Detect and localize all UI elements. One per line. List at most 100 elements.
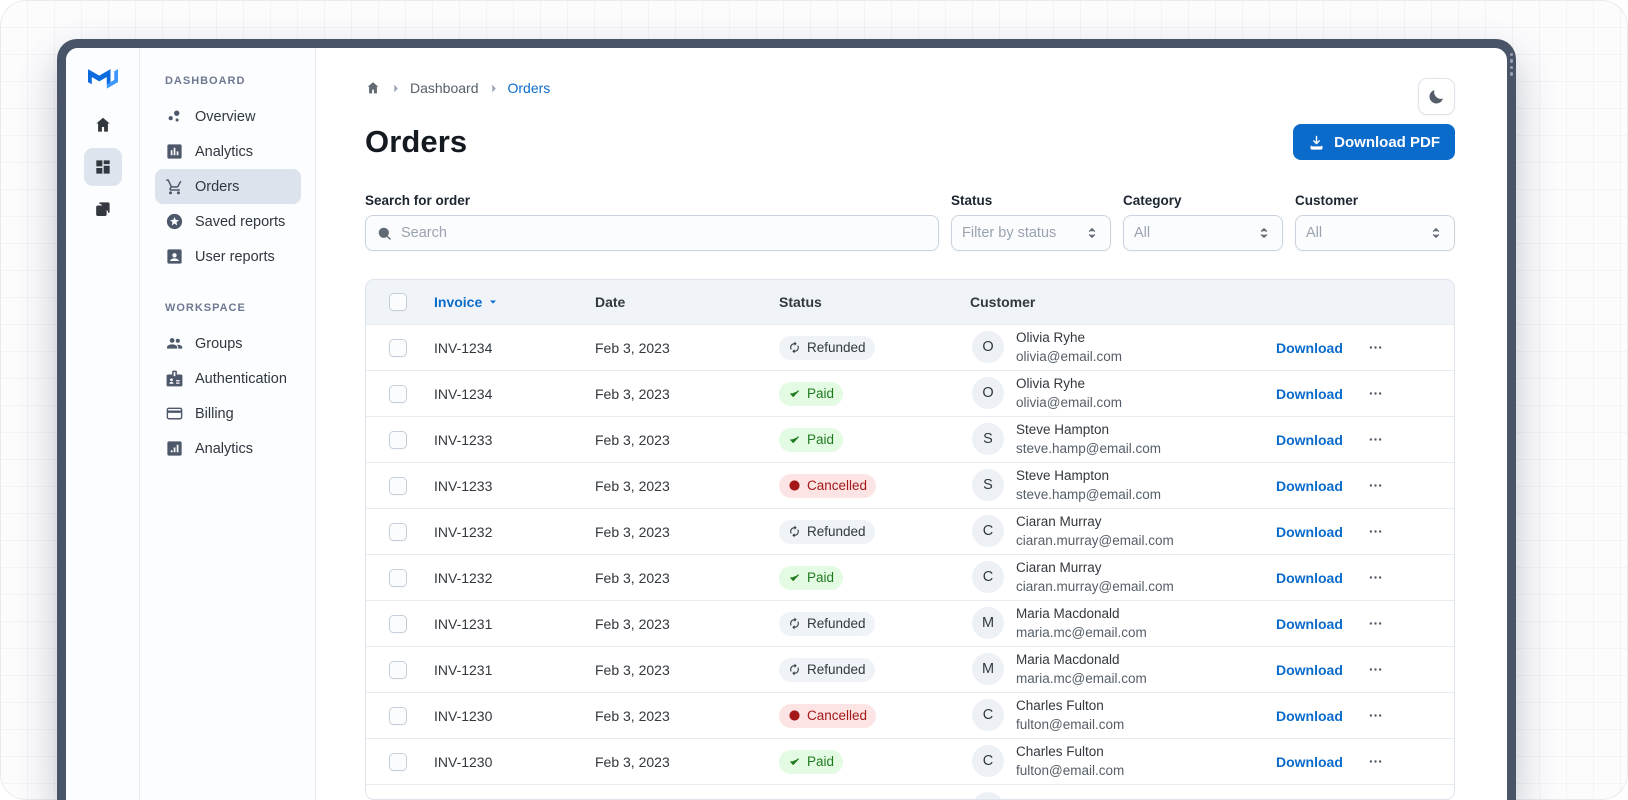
badge-icon <box>165 369 184 388</box>
row-checkbox[interactable] <box>389 476 407 495</box>
app-window: DASHBOARD Overview Analytics Orders Saved re… <box>57 39 1516 800</box>
download-link[interactable]: Download <box>1276 707 1343 724</box>
rail-home-button[interactable] <box>84 106 122 144</box>
customer-name: Maria Macdonald <box>1016 651 1120 667</box>
search-label: Search for order <box>365 193 471 208</box>
customer-name: Olivia Ryhe <box>1016 375 1086 391</box>
category-select[interactable]: All <box>1123 215 1283 251</box>
breadcrumb-home[interactable] <box>365 80 381 96</box>
row-checkbox[interactable] <box>389 384 407 403</box>
download-link[interactable]: Download <box>1276 431 1343 448</box>
sidebar-item-billing[interactable]: Billing <box>155 396 301 431</box>
select-value: All <box>1134 225 1151 241</box>
row-menu-button[interactable] <box>1365 659 1386 680</box>
invoice-header-label: Invoice <box>434 294 483 310</box>
row-checkbox[interactable] <box>389 660 407 679</box>
search-box <box>365 215 939 251</box>
row-menu-button[interactable] <box>1365 337 1386 358</box>
moon-icon <box>1427 87 1446 106</box>
unfold-icon <box>1428 225 1444 241</box>
download-link[interactable]: Download <box>1276 477 1343 494</box>
invoice-cell: INV-1230 <box>434 753 493 770</box>
home-icon <box>365 80 381 96</box>
row-checkbox[interactable] <box>389 706 407 725</box>
row-checkbox[interactable] <box>389 338 407 357</box>
row-checkbox[interactable] <box>389 522 407 541</box>
sidebar-item-label: Overview <box>195 108 256 125</box>
invoice-cell: INV-1230 <box>434 707 493 724</box>
status-select[interactable]: Filter by status <box>951 215 1111 251</box>
row-checkbox[interactable] <box>389 614 407 633</box>
row-checkbox[interactable] <box>389 568 407 587</box>
status-chip-refunded: Refunded <box>779 657 875 682</box>
download-link[interactable]: Download <box>1276 661 1343 678</box>
sidebar-item-groups[interactable]: Groups <box>155 326 301 361</box>
credit-card-icon <box>165 404 184 423</box>
date-cell: Feb 3, 2023 <box>595 661 670 678</box>
sort-arrow-icon <box>485 294 501 310</box>
status-chip-refunded: Refunded <box>779 335 875 360</box>
sidebar-item-orders[interactable]: Orders <box>155 169 301 204</box>
row-menu-button[interactable] <box>1365 383 1386 404</box>
customer-select[interactable]: All <box>1295 215 1455 251</box>
unfold-icon <box>1256 225 1272 241</box>
avatar: S <box>972 469 1004 502</box>
status-chip-refunded: Refunded <box>779 519 875 544</box>
sidebar-item-overview[interactable]: Overview <box>155 99 301 134</box>
download-link[interactable]: Download <box>1276 339 1343 356</box>
download-link[interactable]: Download <box>1276 385 1343 402</box>
assessment-icon <box>165 142 184 161</box>
row-checkbox[interactable] <box>389 430 407 449</box>
orders-table: Invoice Date Status Customer INV-1234 Feb… <box>365 279 1455 800</box>
sidebar-item-analytics[interactable]: Analytics <box>155 431 301 466</box>
customer-name: Steve Hampton <box>1016 421 1110 437</box>
download-link[interactable]: Download <box>1276 615 1343 632</box>
row-menu-button[interactable] <box>1365 751 1386 772</box>
theme-toggle-button[interactable] <box>1418 78 1455 115</box>
avatar: O <box>972 377 1004 410</box>
column-header-invoice[interactable]: Invoice <box>430 294 591 310</box>
rail-dashboard-button[interactable] <box>83 148 122 186</box>
table-row: INV-1233 Feb 3, 2023 Cancelled S Steve Hampt… <box>366 462 1454 508</box>
check-icon <box>788 571 801 584</box>
row-menu-button[interactable] <box>1365 475 1386 496</box>
autorenew-icon <box>788 617 801 630</box>
window-scrollbar[interactable] <box>1509 53 1514 76</box>
user-card-icon <box>165 247 184 266</box>
filter-label: Status <box>951 193 993 208</box>
row-menu-button[interactable] <box>1365 429 1386 450</box>
sidebar-item-analytics[interactable]: Analytics <box>155 134 301 169</box>
date-cell: Feb 3, 2023 <box>595 707 670 724</box>
row-menu-button[interactable] <box>1365 705 1386 726</box>
star-circle-icon <box>165 212 184 231</box>
customer-email: ciaran.murray@email.com <box>1016 579 1174 595</box>
date-cell: Feb 3, 2023 <box>595 523 670 540</box>
download-pdf-button[interactable]: Download PDF <box>1293 124 1455 160</box>
dots-menu-icon <box>1367 385 1384 402</box>
row-checkbox[interactable] <box>389 752 407 771</box>
date-cell: Feb 3, 2023 <box>595 385 670 402</box>
category-filter: Category All <box>1123 193 1283 251</box>
rail-layers-button[interactable] <box>84 190 122 228</box>
breadcrumb-orders[interactable]: Orders <box>507 80 551 96</box>
customer-email: steve.hamp@email.com <box>1016 441 1162 457</box>
invoice-cell: INV-1233 <box>434 477 493 494</box>
download-pdf-label: Download PDF <box>1334 133 1440 151</box>
row-menu-button[interactable] <box>1365 567 1386 588</box>
select-all-checkbox[interactable] <box>389 293 407 311</box>
table-row: INV-1233 Feb 3, 2023 Paid S Steve Hampton ste… <box>366 416 1454 462</box>
sidebar-item-saved-reports[interactable]: Saved reports <box>155 204 301 239</box>
breadcrumb-dashboard[interactable]: Dashboard <box>410 80 479 96</box>
row-menu-button[interactable] <box>1365 521 1386 542</box>
row-menu-button[interactable] <box>1365 613 1386 634</box>
download-link[interactable]: Download <box>1276 523 1343 540</box>
download-link[interactable]: Download <box>1276 569 1343 586</box>
home-icon <box>93 115 113 135</box>
grid-icon <box>93 157 113 177</box>
sidebar-item-authentication[interactable]: Authentication <box>155 361 301 396</box>
dots-menu-icon <box>1367 615 1384 632</box>
download-link[interactable]: Download <box>1276 753 1343 770</box>
sidebar-item-user-reports[interactable]: User reports <box>155 239 301 274</box>
search-input[interactable] <box>401 225 928 241</box>
sidebar-item-label: Billing <box>195 405 234 422</box>
